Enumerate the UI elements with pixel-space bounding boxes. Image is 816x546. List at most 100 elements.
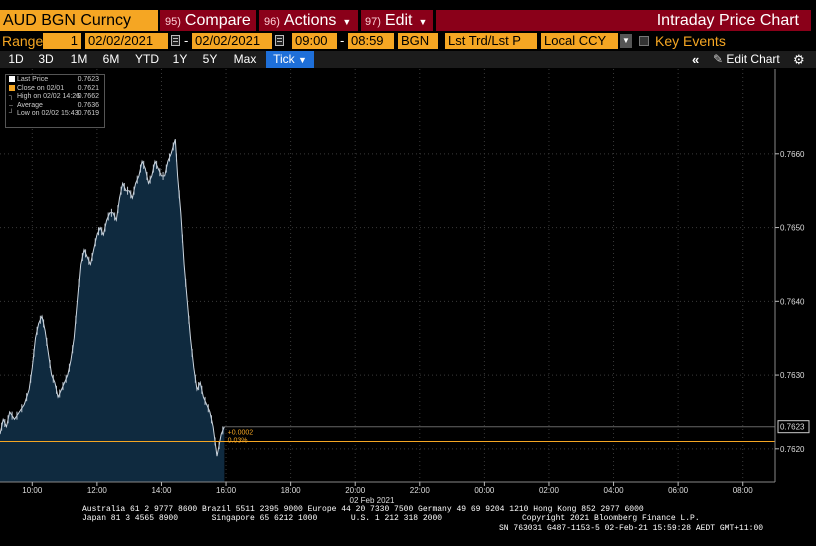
x-tick-label: 16:00 — [216, 486, 237, 495]
high-marker-icon: ┐ — [9, 93, 14, 100]
legend-last-price: Last Price 0.7623 — [9, 76, 101, 85]
last-price-tag-box — [777, 420, 810, 434]
time-separator: - — [340, 33, 345, 48]
x-tick-label: 14:00 — [151, 486, 172, 495]
change-abs-label: +0.0002 — [228, 430, 254, 437]
x-tick-label: 10:00 — [22, 486, 43, 495]
last-price-tag: 0.7623 — [780, 423, 805, 432]
header-bar: AUD BGN Curncy 95) Compare 96) Actions ▼ 97… — [0, 10, 816, 31]
date-separator: - — [184, 33, 189, 48]
compare-number: 95) — [165, 16, 181, 28]
start-date-input[interactable]: 02/02/2021 — [85, 33, 168, 49]
chevron-down-icon: ▼ — [297, 55, 307, 65]
x-tick-label: 18:00 — [281, 486, 302, 495]
price-area — [0, 139, 225, 482]
legend-value: 0.7623 — [77, 76, 99, 83]
chevron-down-icon: ▼ — [418, 17, 428, 27]
edit-chart-button[interactable]: ✎ Edit Chart — [713, 51, 780, 68]
legend-label: Close on 02/01 — [17, 84, 65, 92]
menu-separator — [433, 10, 436, 31]
calendar-icon[interactable] — [275, 35, 284, 46]
edit-menu[interactable]: 97) Edit ▼ — [365, 10, 427, 31]
menu-separator — [256, 10, 259, 31]
legend-value: 0.7619 — [77, 110, 99, 117]
x-tick-label: 02:00 — [539, 486, 560, 495]
footer: Australia 61 2 9777 8600 Brazil 5511 239… — [0, 505, 816, 546]
range-ytd-button[interactable]: YTD — [135, 52, 159, 66]
legend-average: – Average 0.7636 — [9, 102, 101, 111]
legend-swatch — [9, 76, 15, 82]
compare-button[interactable]: 95) Compare — [165, 10, 251, 31]
legend-value: 0.7636 — [77, 101, 99, 109]
source-input[interactable]: BGN — [398, 33, 438, 49]
compare-label: Compare — [184, 12, 251, 29]
legend-value: 0.7662 — [77, 93, 99, 100]
actions-label: Actions — [283, 12, 337, 29]
x-tick-label: 06:00 — [668, 486, 689, 495]
range-5y-button[interactable]: 5Y — [202, 52, 218, 66]
range-1d-button[interactable]: 1D — [8, 52, 24, 66]
actions-menu[interactable]: 96) Actions ▼ — [264, 10, 351, 31]
range-3d-button[interactable]: 3D — [38, 52, 54, 66]
chart-legend[interactable]: Last Price 0.7623 Close on 02/01 0.7621 ┐ H… — [5, 74, 105, 128]
range-toolbar: Range 1 02/02/2021 - 02/02/2021 09:00 - … — [0, 32, 816, 50]
footer-copyright: Copyright 2021 Bloomberg Finance L.P. — [522, 514, 700, 523]
x-tick-label: 08:00 — [733, 486, 754, 495]
chevron-down-icon: ▼ — [342, 17, 352, 27]
range-max-button[interactable]: Max — [233, 52, 257, 66]
legend-label: Low on 02/02 15:43 — [17, 110, 79, 117]
x-tick-label: 22:00 — [410, 486, 431, 495]
footer-session-info: SN 763031 G487-1153-5 02-Feb-21 15:59:28… — [499, 524, 764, 533]
footer-contacts-line1: Australia 61 2 9777 8600 Brazil 5511 239… — [82, 505, 644, 514]
key-events-checkbox[interactable] — [639, 36, 649, 46]
legend-label: Average — [17, 101, 43, 109]
x-tick-label: 04:00 — [604, 486, 625, 495]
y-tick-label: 0.7630 — [780, 371, 805, 380]
chevron-down-icon[interactable]: ▼ — [620, 34, 632, 48]
range-1y-button[interactable]: 1Y — [172, 52, 188, 66]
ticker-input[interactable]: AUD BGN Curncy — [0, 10, 158, 31]
average-marker-icon: – — [9, 101, 13, 109]
tick-label: Tick — [273, 52, 295, 66]
low-marker-icon: ┘ — [9, 110, 14, 117]
legend-value: 0.7621 — [77, 84, 99, 92]
x-tick-label: 00:00 — [474, 486, 495, 495]
legend-prev-close: Close on 02/01 0.7621 — [9, 84, 101, 94]
start-time-input[interactable]: 09:00 — [292, 33, 337, 49]
legend-high: ┐ High on 02/02 14:26 0.7662 — [9, 93, 101, 102]
y-tick-label: 0.7650 — [780, 224, 805, 233]
range-label: Range — [2, 33, 44, 49]
field-select[interactable]: Lst Trd/Lst P — [445, 33, 537, 49]
tick-button[interactable]: Tick ▼ — [266, 51, 314, 68]
period-bar: 1D 3D 1M 6M YTD 1Y 5Y Max Tick ▼ « ✎ Edi… — [0, 51, 816, 68]
legend-low: ┘ Low on 02/02 15:43 0.7619 — [9, 110, 101, 119]
double-chevron-left-icon[interactable]: « — [692, 52, 700, 67]
range-6m-button[interactable]: 6M — [102, 52, 120, 66]
edit-chart-label: Edit Chart — [726, 52, 780, 66]
currency-select[interactable]: Local CCY — [541, 33, 618, 49]
menu-separator — [358, 10, 361, 31]
footer-contacts-line2: Japan 81 3 4565 8900 Singapore 65 6212 1… — [82, 514, 443, 523]
page-title: Intraday Price Chart — [656, 12, 799, 29]
pencil-icon: ✎ — [713, 52, 724, 66]
x-axis-date-label: 02 Feb 2021 — [350, 496, 395, 505]
range-value-input[interactable]: 1 — [43, 33, 81, 49]
legend-swatch — [9, 84, 15, 91]
menu-bar: 95) Compare 96) Actions ▼ 97) Edit ▼ Intraday… — [160, 10, 811, 31]
actions-number: 96) — [264, 16, 280, 28]
y-tick-label: 0.7640 — [780, 297, 805, 306]
calendar-icon[interactable] — [171, 35, 180, 46]
x-tick-label: 20:00 — [345, 486, 366, 495]
end-date-input[interactable]: 02/02/2021 — [192, 33, 272, 49]
change-pct-label: 0.03% — [228, 437, 248, 444]
gear-icon[interactable]: ⚙ — [793, 52, 805, 67]
edit-label: Edit — [384, 12, 413, 29]
legend-label: High on 02/02 14:26 — [17, 93, 81, 100]
range-1m-button[interactable]: 1M — [70, 52, 88, 66]
key-events-label: Key Events — [655, 33, 726, 49]
edit-number: 97) — [365, 16, 381, 28]
end-time-input[interactable]: 08:59 — [348, 33, 394, 49]
y-tick-label: 0.7620 — [780, 445, 805, 454]
